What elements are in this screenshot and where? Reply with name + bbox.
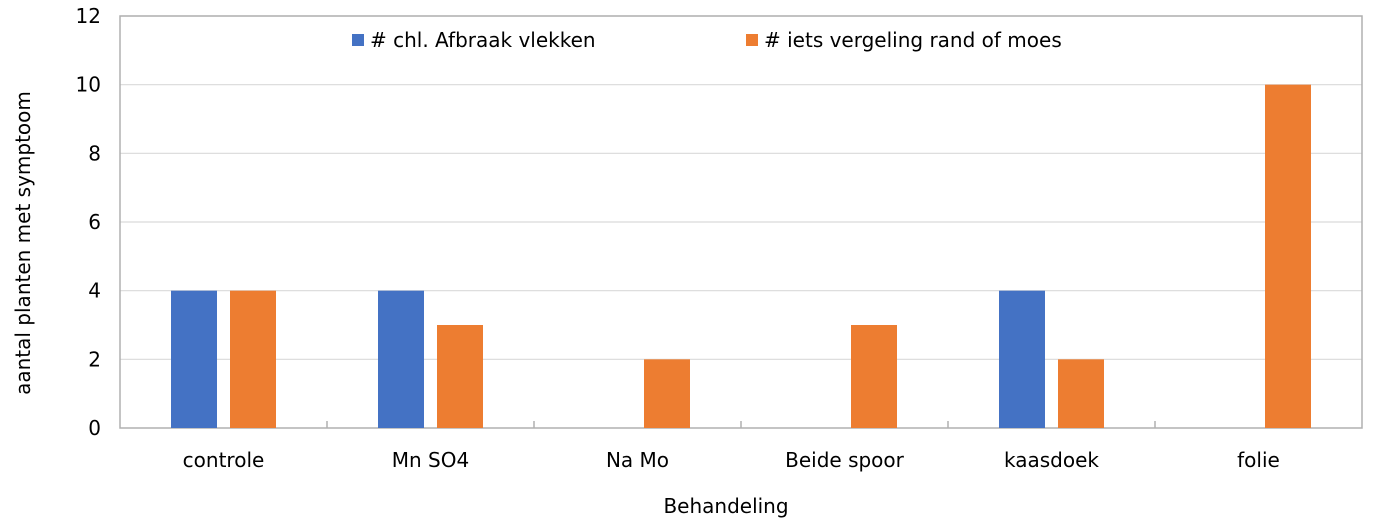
gridlines (120, 15, 1362, 360)
legend-label: # iets vergeling rand of moes (764, 28, 1062, 52)
x-tick-label: folie (1237, 448, 1280, 472)
y-tick-label: 12 (76, 4, 101, 28)
y-tick-label: 0 (88, 416, 101, 440)
bar (437, 325, 483, 428)
bar (999, 290, 1045, 428)
legend: # chl. Afbraak vlekken # iets vergeling r… (352, 28, 1062, 52)
x-tick-label: Beide spoor (785, 448, 905, 472)
bar (1058, 359, 1104, 428)
y-axis: 0 2 4 6 8 10 12 (76, 4, 101, 440)
x-tick-label: kaasdoek (1004, 448, 1099, 472)
bar (230, 290, 276, 428)
bar (171, 290, 217, 428)
x-axis-title: Behandeling (663, 494, 788, 518)
y-tick-label: 4 (88, 279, 101, 303)
x-tick-label: controle (183, 448, 265, 472)
y-tick-label: 6 (88, 210, 101, 234)
bar (1265, 84, 1311, 429)
x-tick-label: Mn SO4 (392, 448, 469, 472)
y-axis-title: aantal planten met symptoom (11, 91, 35, 395)
x-tick-label: Na Mo (606, 448, 669, 472)
y-tick-label: 8 (88, 141, 101, 165)
y-tick-label: 10 (76, 73, 101, 97)
legend-swatch (746, 34, 758, 46)
bar (851, 325, 897, 428)
x-axis: controle Mn SO4 Na Mo Beide spoor kaasdoek fo… (183, 421, 1280, 472)
bars (171, 84, 1311, 429)
legend-swatch (352, 34, 364, 46)
bar (644, 359, 690, 428)
legend-label: # chl. Afbraak vlekken (370, 28, 596, 52)
y-tick-label: 2 (88, 347, 101, 371)
bar (378, 290, 424, 428)
